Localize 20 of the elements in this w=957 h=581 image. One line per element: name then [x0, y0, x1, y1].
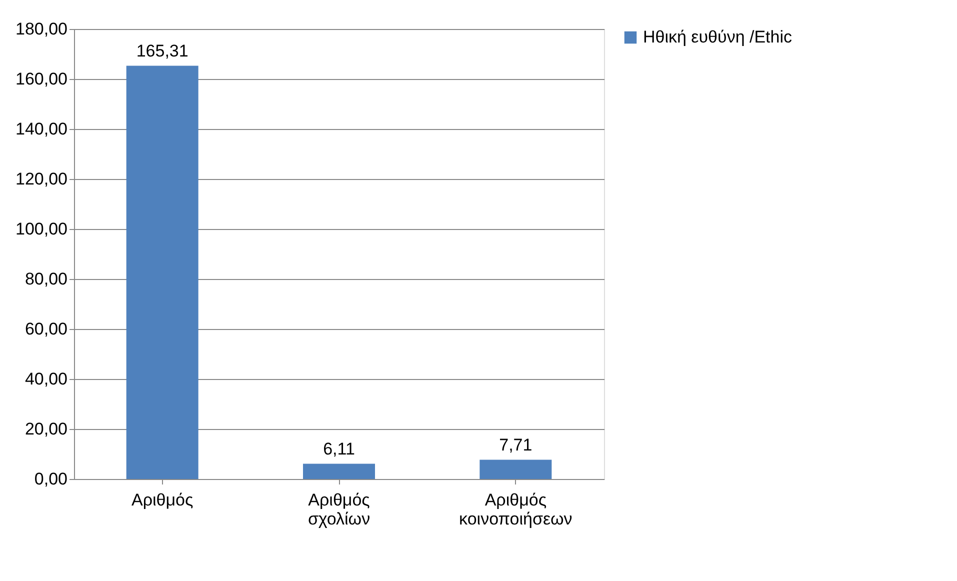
legend-label: Ηθική ευθύνη /Ethic [643, 28, 793, 46]
y-tick-label: 0,00 [34, 470, 68, 488]
y-tick-label: 60,00 [24, 320, 68, 338]
y-tick-label: 40,00 [24, 370, 68, 388]
y-tick-label: 160,00 [16, 70, 68, 88]
y-tick-label: 20,00 [24, 420, 68, 438]
x-tick-label: Αριθμός [131, 490, 194, 510]
y-tick-label: 180,00 [16, 20, 68, 38]
data-label: 6,11 [323, 440, 355, 459]
y-tick-label: 80,00 [24, 270, 68, 288]
bar [480, 460, 552, 479]
y-tick-label: 100,00 [16, 220, 68, 238]
y-tick-label: 120,00 [16, 170, 68, 188]
data-label: 7,71 [499, 436, 532, 455]
x-tick-label: Αριθμός σχολίων [308, 490, 370, 528]
y-tick-label: 140,00 [16, 120, 68, 138]
bar [126, 66, 198, 479]
data-label: 165,31 [136, 42, 188, 61]
bar [303, 464, 375, 479]
x-tick-label: Αριθμός κοινοποιήσεων [459, 490, 572, 528]
